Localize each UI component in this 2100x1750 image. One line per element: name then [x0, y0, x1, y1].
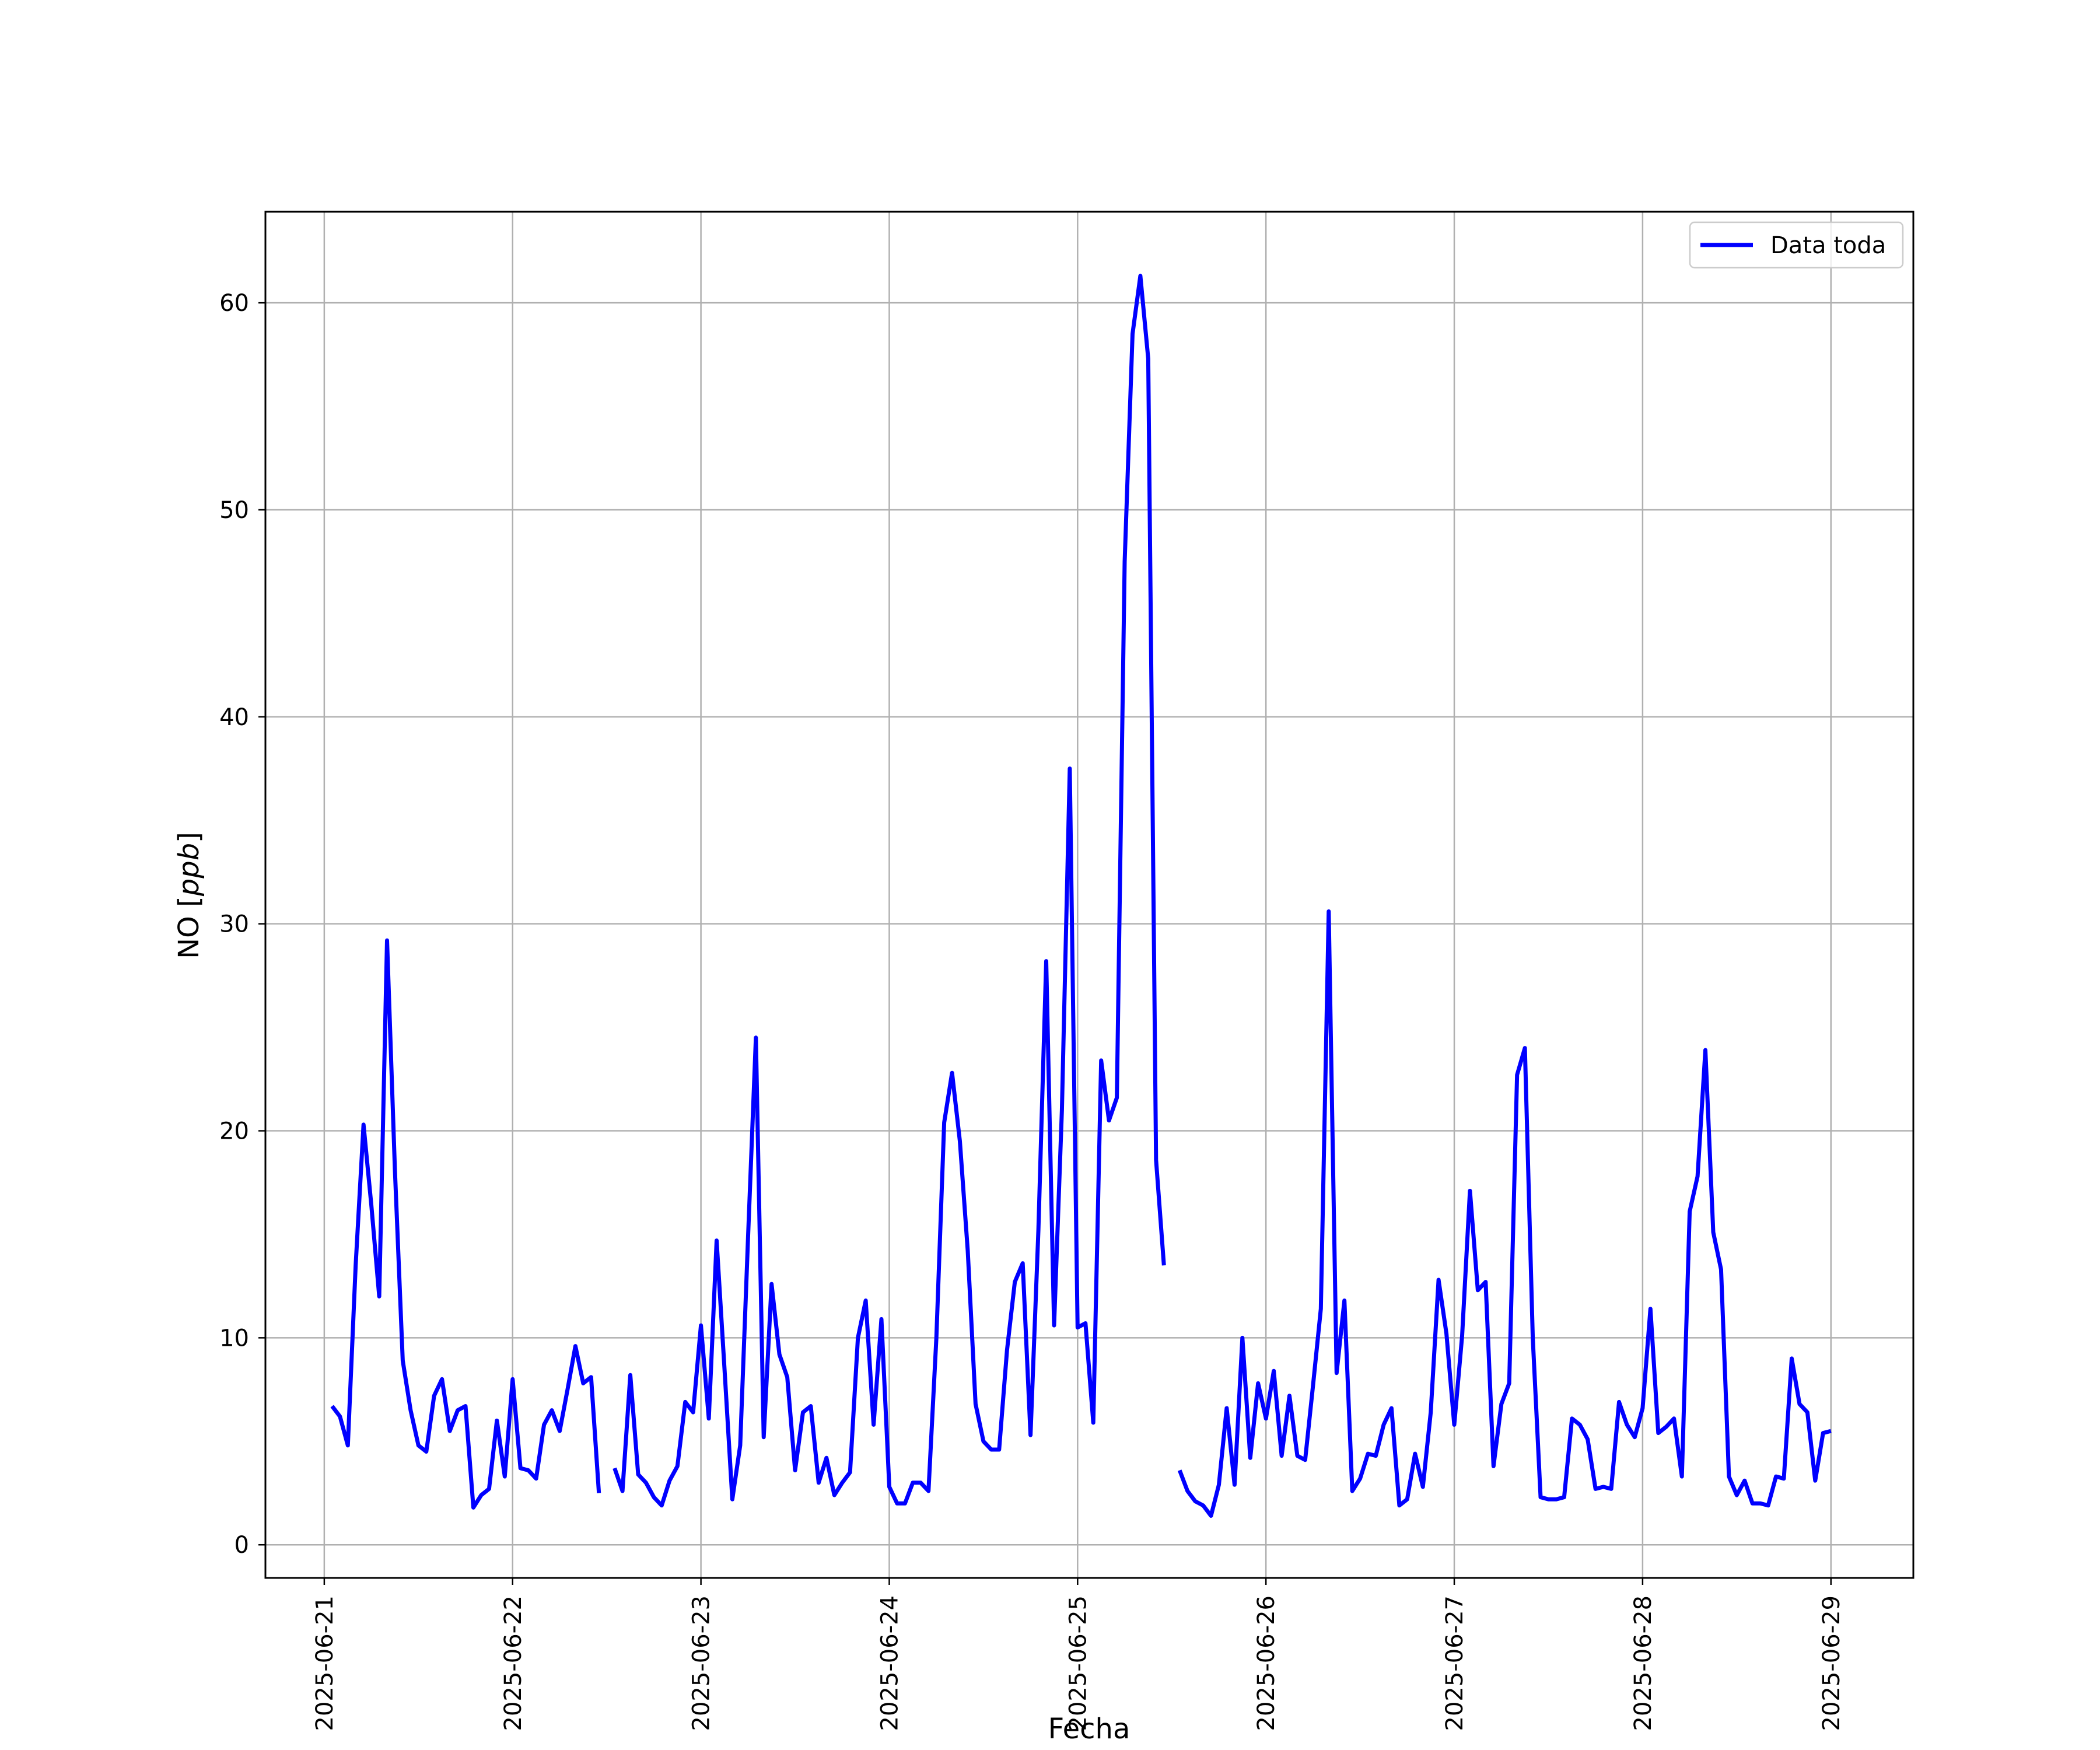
grid	[265, 212, 1913, 1578]
x-tick-label: 2025-06-27	[1441, 1595, 1468, 1731]
x-axis: 2025-06-21 2025-06-22 2025-06-23 2025-06-24…	[312, 1578, 1845, 1731]
y-axis-label-suffix: ]	[173, 832, 205, 843]
x-axis-label: Fecha	[1048, 1713, 1130, 1745]
y-tick-label: 0	[235, 1532, 249, 1559]
plot-frame	[264, 211, 1915, 1579]
series-line-segment	[330, 938, 601, 1510]
x-tick-label: 2025-06-21	[312, 1595, 338, 1731]
plot-lines	[330, 274, 1832, 1518]
y-axis-label-prefix: NO [	[173, 896, 205, 959]
x-tick-label: 2025-06-24	[876, 1595, 903, 1731]
series-line-segment	[612, 274, 1166, 1508]
x-tick-label: 2025-06-22	[500, 1595, 527, 1731]
y-tick-label: 30	[219, 911, 249, 938]
x-tick-label: 2025-06-23	[688, 1595, 715, 1731]
legend: Data toda	[1689, 221, 1904, 269]
y-axis-label: NO [ppb]	[173, 832, 205, 959]
series-line-segment	[1177, 909, 1832, 1518]
legend-box	[1689, 221, 1904, 269]
x-tick-label: 2025-06-28	[1630, 1595, 1657, 1731]
y-tick-label: 40	[219, 704, 249, 731]
y-tick-label: 60	[219, 290, 249, 317]
x-tick-label: 2025-06-25	[1065, 1595, 1091, 1731]
x-tick-label: 2025-06-29	[1818, 1595, 1845, 1731]
legend-label: Data toda	[1770, 232, 1886, 259]
y-axis-label-unit: ppb	[173, 843, 205, 897]
x-tick-label: 2025-06-26	[1253, 1595, 1280, 1731]
y-axis: 0 10 20 30 40 50 60	[219, 290, 265, 1559]
y-tick-label: 20	[219, 1118, 249, 1145]
y-tick-label: 50	[219, 497, 249, 524]
y-tick-label: 10	[219, 1325, 249, 1352]
